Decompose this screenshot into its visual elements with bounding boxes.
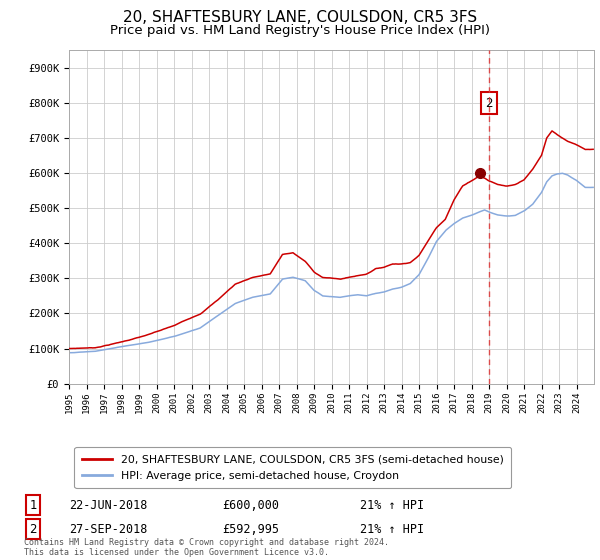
Text: Contains HM Land Registry data © Crown copyright and database right 2024.
This d: Contains HM Land Registry data © Crown c…: [24, 538, 389, 557]
Text: 21% ↑ HPI: 21% ↑ HPI: [360, 522, 424, 536]
Text: 21% ↑ HPI: 21% ↑ HPI: [360, 498, 424, 512]
Text: 22-JUN-2018: 22-JUN-2018: [69, 498, 148, 512]
Text: 20, SHAFTESBURY LANE, COULSDON, CR5 3FS: 20, SHAFTESBURY LANE, COULSDON, CR5 3FS: [123, 10, 477, 25]
Text: 2: 2: [485, 96, 493, 110]
Text: 1: 1: [29, 498, 37, 512]
Text: Price paid vs. HM Land Registry's House Price Index (HPI): Price paid vs. HM Land Registry's House …: [110, 24, 490, 36]
Text: £592,995: £592,995: [222, 522, 279, 536]
Text: £600,000: £600,000: [222, 498, 279, 512]
Text: 2: 2: [29, 522, 37, 536]
Text: 27-SEP-2018: 27-SEP-2018: [69, 522, 148, 536]
Legend: 20, SHAFTESBURY LANE, COULSDON, CR5 3FS (semi-detached house), HPI: Average pric: 20, SHAFTESBURY LANE, COULSDON, CR5 3FS …: [74, 447, 511, 488]
